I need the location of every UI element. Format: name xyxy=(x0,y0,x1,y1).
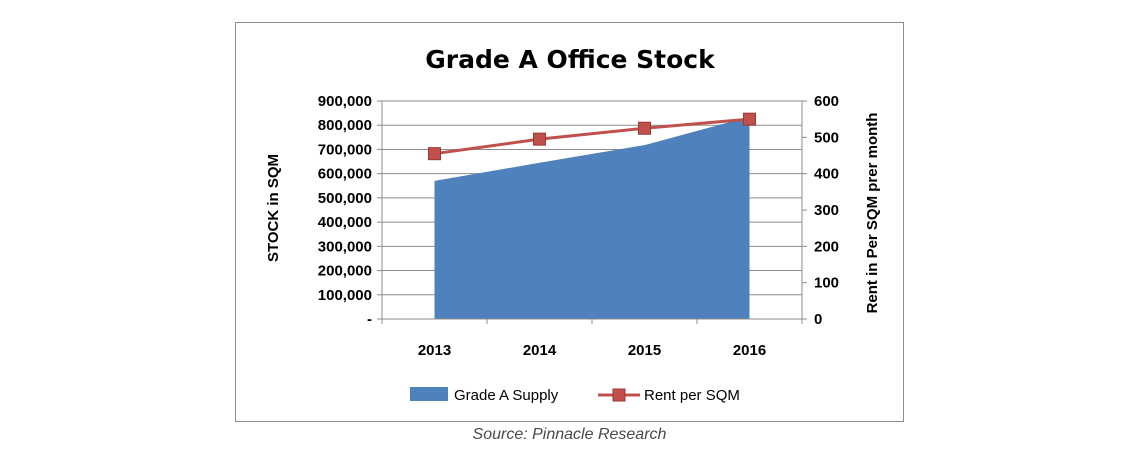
y-left-tick-label: 300,000 xyxy=(318,238,372,255)
y-left-tick-label: 400,000 xyxy=(318,214,372,231)
rent-marker xyxy=(743,112,756,126)
line-series-rent-per-sqm xyxy=(434,117,750,156)
y-left-tick-label: 600,000 xyxy=(318,166,372,183)
y-left-tick-label: - xyxy=(367,311,372,328)
x-tick-label: 2014 xyxy=(523,342,557,359)
y-right-tick-label: 500 xyxy=(814,129,839,146)
y-right-tick-label: 600 xyxy=(814,93,839,110)
legend: Grade A Supply Rent per SQM xyxy=(410,387,740,404)
y-right-tick-label: 100 xyxy=(814,275,839,292)
y-axis-right-label: Rent in Per SQM prer month xyxy=(864,113,881,314)
y-left-tick-label: 900,000 xyxy=(318,93,372,110)
y-right-tick-label: 300 xyxy=(814,202,839,219)
axes xyxy=(377,100,807,324)
y-left-tick-label: 200,000 xyxy=(318,263,372,280)
y-right-tick-label: 400 xyxy=(814,166,839,183)
x-tick-label: 2013 xyxy=(418,342,451,359)
y-left-tick-label: 800,000 xyxy=(318,117,372,134)
legend-label-grade-a-supply: Grade A Supply xyxy=(454,387,559,404)
tick-labels: - 100,000 200,000 300,000 400,000 500,000 600,… xyxy=(318,93,839,359)
legend-label-rent-per-sqm: Rent per SQM xyxy=(644,387,740,404)
chart-frame: Grade A Office Stock - 100,000 200,000 300,… xyxy=(235,22,904,422)
x-tick-label: 2016 xyxy=(733,342,766,359)
source-caption: Source: Pinnacle Research xyxy=(472,426,667,443)
legend-swatch-grade-a-supply xyxy=(410,387,448,401)
area-series-grade-a-supply xyxy=(434,116,750,319)
chart-title: Grade A Office Stock xyxy=(425,45,716,74)
area-series-layer xyxy=(434,116,750,319)
legend-marker-rent-per-sqm xyxy=(612,388,626,402)
y-right-tick-label: 200 xyxy=(814,238,839,255)
y-right-tick-label: 0 xyxy=(814,311,822,328)
x-tick-label: 2015 xyxy=(628,342,661,359)
y-axis-left-label: STOCK in SQM xyxy=(265,154,282,262)
rent-marker xyxy=(533,132,546,146)
line-series-layer xyxy=(428,112,756,161)
y-left-tick-label: 700,000 xyxy=(318,141,372,158)
rent-marker xyxy=(638,121,651,135)
y-left-tick-label: 100,000 xyxy=(318,287,372,304)
chart: Grade A Office Stock - 100,000 200,000 300,… xyxy=(265,45,881,404)
y-left-tick-label: 500,000 xyxy=(318,190,372,207)
rent-marker xyxy=(428,147,441,161)
